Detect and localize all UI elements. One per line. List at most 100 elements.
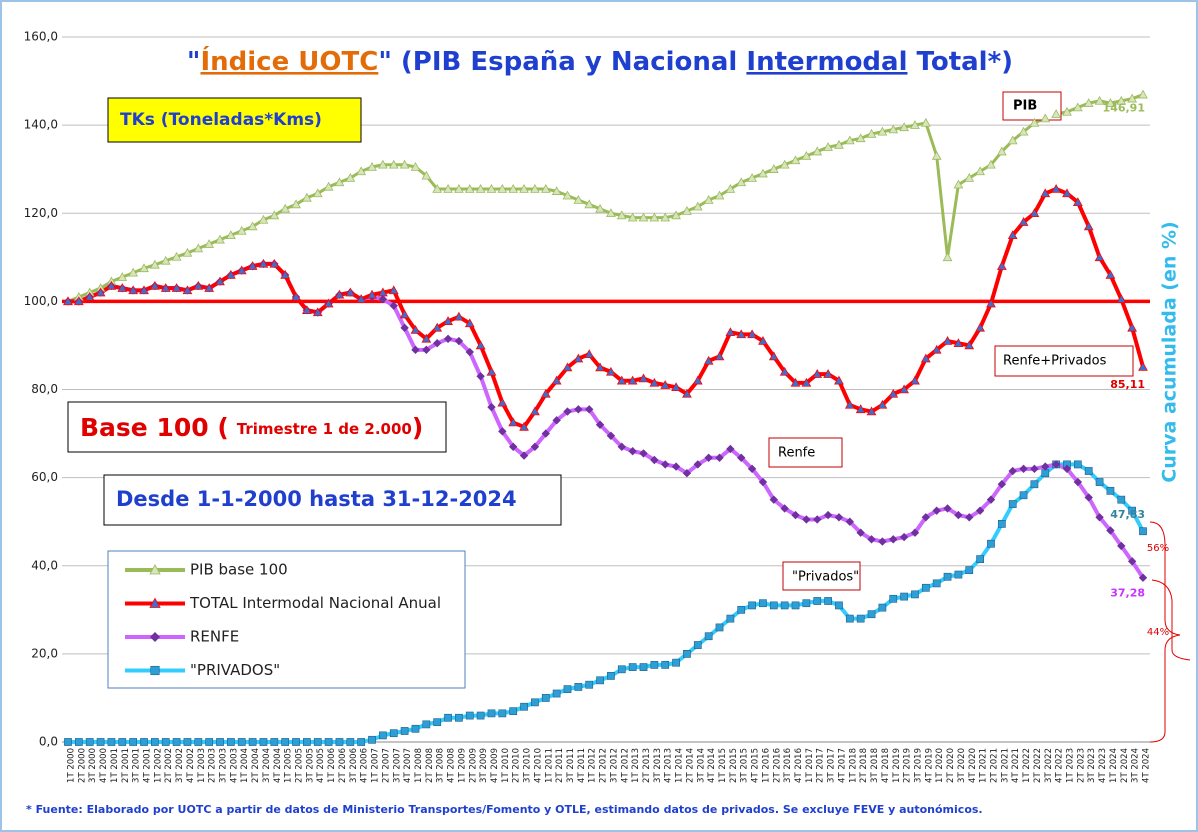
marker <box>182 247 193 257</box>
marker <box>497 183 508 193</box>
x-tick-label: 2T 2001 <box>121 748 131 783</box>
marker <box>225 269 236 279</box>
title-part: Intermodal <box>746 47 907 77</box>
marker <box>487 709 496 718</box>
marker <box>193 280 204 290</box>
end-value-label: 37,28 <box>1110 587 1145 600</box>
marker <box>531 698 539 707</box>
marker <box>345 172 356 182</box>
marker <box>997 480 1007 489</box>
x-tick-label: 1T 2021 <box>979 748 989 783</box>
marker <box>258 214 269 224</box>
x-tick-label: 2T 2013 <box>642 748 652 783</box>
x-tick-label: 3T 2022 <box>1044 748 1054 783</box>
marker <box>737 605 746 614</box>
marker <box>1030 464 1039 474</box>
x-tick-label: 4T 2017 <box>837 748 847 783</box>
x-tick-label: 1T 2012 <box>588 748 598 783</box>
marker <box>1127 93 1138 103</box>
marker <box>237 738 246 746</box>
marker <box>802 599 811 608</box>
marker <box>519 421 529 431</box>
share-label: 44% <box>1147 627 1169 638</box>
marker <box>1095 478 1104 486</box>
x-tick-label: 2T 2006 <box>338 748 348 783</box>
x-tick-label: 3T 2021 <box>1000 748 1010 783</box>
marker <box>987 539 995 548</box>
x-tick-label: 2T 2009 <box>468 748 478 783</box>
marker <box>573 353 584 363</box>
marker <box>389 301 398 310</box>
marker <box>498 427 507 436</box>
marker <box>247 261 258 270</box>
x-tick-label: 3T 2018 <box>870 748 880 783</box>
marker <box>1007 230 1018 240</box>
x-tick-label: 1T 2018 <box>848 748 858 783</box>
x-tick-label: 4T 2007 <box>403 748 413 783</box>
marker <box>128 285 139 295</box>
marker <box>844 399 855 409</box>
marker <box>346 738 355 746</box>
x-tick-label: 3T 2002 <box>175 748 185 783</box>
marker <box>703 355 714 365</box>
marker <box>607 672 615 680</box>
marker <box>258 258 269 268</box>
marker <box>866 406 877 416</box>
marker <box>1128 506 1137 515</box>
marker <box>780 601 789 610</box>
marker <box>551 186 562 195</box>
marker <box>64 738 72 746</box>
marker <box>714 190 725 200</box>
marker <box>888 124 899 134</box>
marker <box>834 375 844 385</box>
marker <box>725 327 736 336</box>
marker <box>96 738 105 746</box>
marker <box>747 464 757 474</box>
marker <box>73 296 84 306</box>
marker <box>259 738 268 746</box>
marker <box>780 504 789 513</box>
marker <box>302 305 312 314</box>
x-tick-label: 2T 2007 <box>381 748 391 783</box>
y-tick-label: 120,0 <box>24 206 58 220</box>
marker <box>953 338 964 347</box>
y-tick-label: 20,0 <box>31 646 58 660</box>
callout-box <box>1002 91 1062 121</box>
marker <box>323 181 334 191</box>
marker <box>779 159 790 169</box>
x-tick-label: 4T 2009 <box>490 748 500 783</box>
marker <box>476 711 485 720</box>
marker <box>432 339 442 348</box>
marker <box>356 166 367 176</box>
marker <box>443 316 453 325</box>
marker <box>921 583 930 592</box>
marker <box>334 177 345 187</box>
marker <box>421 170 432 180</box>
marker <box>139 263 149 273</box>
x-tick-label: 3T 2005 <box>305 748 315 783</box>
marker <box>856 528 865 537</box>
marker <box>1073 477 1083 487</box>
marker <box>1094 252 1105 262</box>
marker <box>660 212 671 222</box>
x-tick-label: 4T 2012 <box>620 748 630 783</box>
marker <box>1105 98 1116 107</box>
marker <box>802 515 811 524</box>
marker <box>768 164 779 173</box>
marker <box>367 289 377 299</box>
marker <box>791 510 800 520</box>
marker <box>595 362 605 372</box>
marker <box>954 510 963 520</box>
marker <box>379 731 387 740</box>
marker <box>497 397 508 407</box>
marker <box>63 296 73 306</box>
marker <box>357 738 366 746</box>
marker <box>399 159 410 169</box>
base-box <box>67 401 447 453</box>
x-tick-label: 3T 2017 <box>827 748 837 783</box>
x-tick-label: 2T 2014 <box>685 748 695 783</box>
base-part: Trimestre 1 de 2.000 <box>237 420 412 438</box>
marker <box>921 513 931 522</box>
marker <box>335 738 344 746</box>
marker <box>1062 106 1072 116</box>
